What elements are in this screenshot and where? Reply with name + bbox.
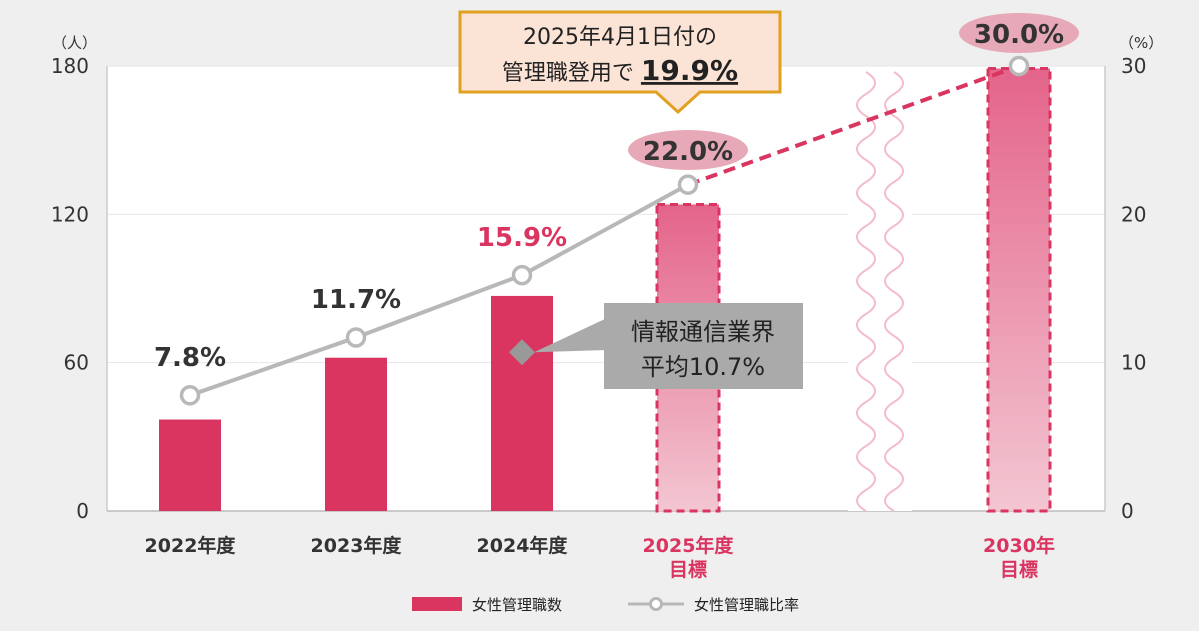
callout-box xyxy=(458,10,782,115)
legend-bar-label: 女性管理職数 xyxy=(472,596,562,614)
callout-line1: 2025年4月1日付の xyxy=(523,25,717,50)
x-category-label-line: 2024年度 xyxy=(477,534,569,557)
x-category-label-line: 目標 xyxy=(669,558,707,581)
x-category-label-line: 2030年 xyxy=(983,534,1055,557)
x-category-label: 2025年度目標 xyxy=(643,534,735,581)
line-data-label: 30.0% xyxy=(974,20,1064,50)
x-category-label: 2023年度 xyxy=(311,534,403,557)
line-point xyxy=(1008,55,1030,77)
benchmark-label-line1: 情報通信業界 xyxy=(631,318,775,346)
callout-line2-value: 19.9% xyxy=(641,54,738,87)
x-category-label-line: 目標 xyxy=(1000,558,1038,581)
line-point xyxy=(179,385,201,406)
plot-area xyxy=(107,66,1105,511)
axis-break-wave xyxy=(848,71,912,512)
legend-bar-swatch xyxy=(412,597,462,611)
label-bubble-2025 xyxy=(628,130,748,170)
benchmark-label-line2: 平均10.7% xyxy=(641,353,765,381)
y-left-tick-label: 60 xyxy=(64,351,89,375)
x-category-label-line: 2025年度 xyxy=(643,534,735,557)
x-category-label: 2024年度 xyxy=(477,534,569,557)
line-data-label: 22.0% xyxy=(643,137,733,167)
y-right-tick-label: 20 xyxy=(1121,202,1146,226)
callout-line2-prefix: 管理職登用で xyxy=(502,61,641,86)
line-data-label: 15.9% xyxy=(477,223,567,253)
bar xyxy=(159,419,221,511)
y-right-unit-label: （%） xyxy=(1119,34,1163,52)
y-right-tick-label: 0 xyxy=(1121,499,1134,523)
y-left-tick-label: 120 xyxy=(51,202,89,226)
line-data-label: 7.8% xyxy=(154,343,226,373)
bar-target xyxy=(986,66,1052,513)
line-point xyxy=(511,264,533,286)
line-point xyxy=(677,174,699,195)
legend: 女性管理職数 女性管理職比率 xyxy=(412,596,799,614)
callout-line2: 管理職登用で 19.9% xyxy=(502,54,738,87)
line-point xyxy=(345,327,367,348)
y-left-tick-label: 180 xyxy=(51,54,89,78)
benchmark-marker xyxy=(509,339,535,366)
legend-line-label: 女性管理職比率 xyxy=(694,596,799,614)
benchmark-box xyxy=(604,303,803,389)
x-category-label: 2030年目標 xyxy=(983,534,1055,581)
y-left-tick-label: 0 xyxy=(76,499,89,523)
line-series-solid xyxy=(189,182,689,398)
y-left-unit-label: （人） xyxy=(52,34,97,52)
x-category-label-line: 2022年度 xyxy=(145,534,237,557)
benchmark-pointer xyxy=(534,318,607,353)
bar xyxy=(491,295,553,511)
x-category-label-line: 2023年度 xyxy=(311,534,403,557)
line-series-dashed xyxy=(687,64,1020,187)
legend-line-marker xyxy=(649,597,663,611)
y-right-tick-label: 10 xyxy=(1121,351,1146,375)
bar xyxy=(325,357,387,511)
y-right-tick-label: 30 xyxy=(1121,54,1146,78)
line-data-label: 11.7% xyxy=(311,285,401,315)
x-category-label: 2022年度 xyxy=(145,534,237,557)
label-bubble-2030 xyxy=(959,13,1079,53)
